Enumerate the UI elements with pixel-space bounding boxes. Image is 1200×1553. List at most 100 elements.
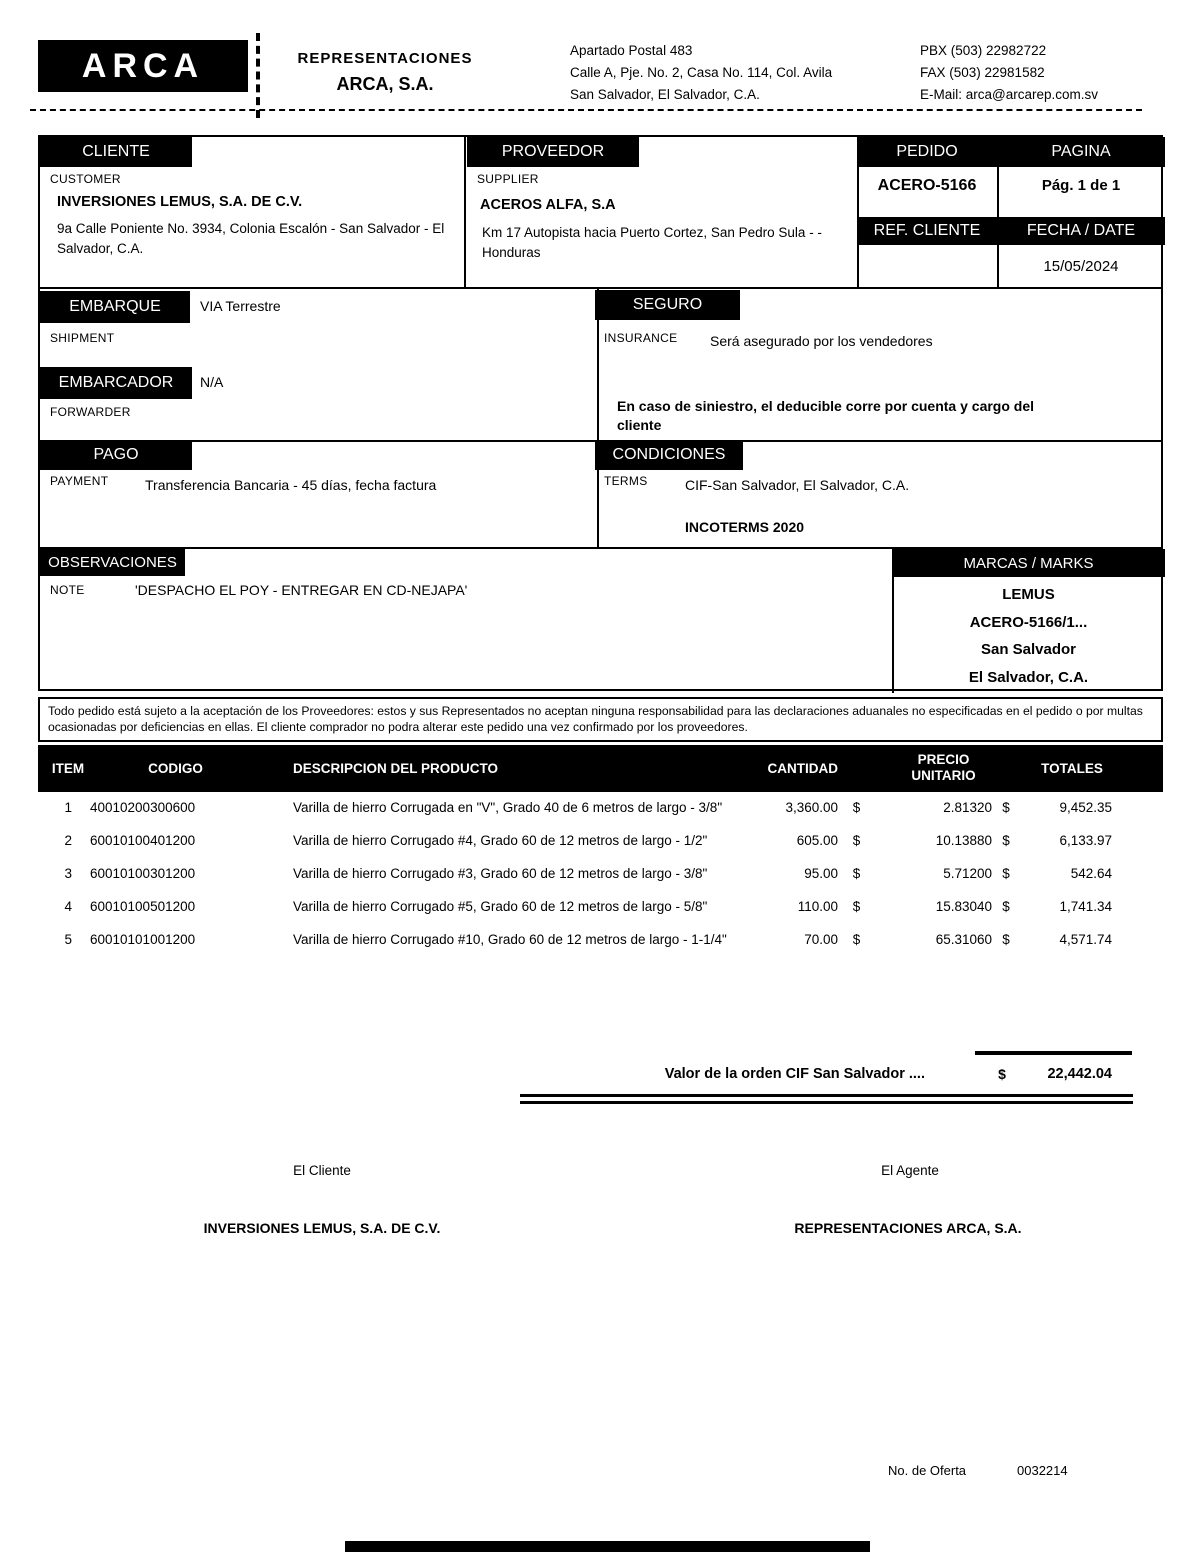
payment-label: PAYMENT bbox=[50, 474, 109, 488]
item-quantity: 110.00 bbox=[797, 899, 838, 914]
embarcador-section-title: EMBARCADOR bbox=[40, 367, 192, 399]
item-unit-price: 15.83040 bbox=[935, 899, 992, 914]
shipment-label: SHIPMENT bbox=[50, 331, 115, 345]
item-code: 60010100301200 bbox=[90, 866, 196, 881]
col-header-codigo: CODIGO bbox=[148, 761, 203, 776]
proveedor-section-title: PROVEEDOR bbox=[467, 137, 639, 167]
currency-symbol: $ bbox=[852, 932, 861, 947]
note-value: 'DESPACHO EL POY - ENTREGAR EN CD-NEJAPA… bbox=[135, 582, 468, 598]
company-email: E-Mail: arca@arcarep.com.sv bbox=[920, 87, 1098, 102]
item-code: 60010100501200 bbox=[90, 899, 196, 914]
company-name-block: REPRESENTACIONES ARCA, S.A. bbox=[286, 50, 484, 95]
item-description: Varilla de hierro Corrugado #3, Grado 60… bbox=[293, 866, 708, 881]
fecha-header: FECHA / DATE bbox=[997, 217, 1165, 245]
item-total: 6,133.97 bbox=[1059, 833, 1112, 848]
customer-label: CUSTOMER bbox=[50, 172, 121, 186]
divider bbox=[892, 547, 894, 693]
cliente-section-title: CLIENTE bbox=[40, 137, 192, 167]
table-row: 3 60010100301200 Varilla de hierro Corru… bbox=[38, 865, 1163, 883]
items-table-header: ITEM CODIGO DESCRIPCION DEL PRODUCTO CAN… bbox=[38, 745, 1163, 792]
currency-symbol: $ bbox=[1002, 833, 1010, 848]
signature-agente-label: El Agente bbox=[881, 1163, 939, 1178]
payment-value: Transferencia Bancaria - 45 días, fecha … bbox=[145, 477, 437, 493]
shipment-value: VIA Terrestre bbox=[200, 298, 281, 314]
marks-block: LEMUS ACERO-5166/1... San Salvador El Sa… bbox=[892, 581, 1165, 691]
order-info-grid: CLIENTE CUSTOMER INVERSIONES LEMUS, S.A.… bbox=[38, 135, 1165, 693]
divider bbox=[40, 287, 1161, 289]
bottom-black-bar bbox=[345, 1541, 870, 1552]
customer-address: 9a Calle Poniente No. 3934, Colonia Esca… bbox=[57, 221, 445, 256]
supplier-label: SUPPLIER bbox=[477, 172, 539, 186]
company-name-line1: REPRESENTACIONES bbox=[297, 50, 473, 67]
forwarder-label: FORWARDER bbox=[50, 405, 131, 419]
incoterms-note: INCOTERMS 2020 bbox=[685, 519, 805, 535]
currency-symbol: $ bbox=[998, 1066, 1006, 1082]
company-logo: ARCA bbox=[38, 40, 248, 92]
item-total: 1,741.34 bbox=[1059, 899, 1112, 914]
currency-symbol: $ bbox=[852, 899, 861, 914]
marks-line: ACERO-5166/1... bbox=[969, 613, 1088, 631]
marks-line: El Salvador, C.A. bbox=[968, 668, 1089, 686]
order-total-label: Valor de la orden CIF San Salvador .... bbox=[664, 1066, 925, 1082]
item-number: 2 bbox=[64, 833, 72, 848]
currency-symbol: $ bbox=[1002, 899, 1010, 914]
note-label: NOTE bbox=[50, 583, 85, 597]
divider bbox=[857, 137, 859, 287]
insurance-note: En caso de siniestro, el deducible corre… bbox=[617, 398, 1035, 433]
order-number: ACERO-5166 bbox=[877, 177, 977, 194]
item-unit-price: 2.81320 bbox=[943, 800, 992, 815]
pago-section-title: PAGO bbox=[40, 440, 192, 470]
currency-symbol: $ bbox=[852, 833, 861, 848]
currency-symbol: $ bbox=[1002, 932, 1010, 947]
condiciones-section-title: CONDICIONES bbox=[595, 440, 743, 470]
item-number: 4 bbox=[64, 899, 72, 914]
item-description: Varilla de hierro Corrugado #10, Grado 6… bbox=[293, 932, 727, 947]
company-address-block: Apartado Postal 483 Calle A, Pje. No. 2,… bbox=[570, 40, 832, 106]
items-table-body: 1 40010200300600 Varilla de hierro Corru… bbox=[38, 799, 1163, 964]
customer-name: INVERSIONES LEMUS, S.A. DE C.V. bbox=[57, 194, 303, 210]
forwarder-value: N/A bbox=[200, 374, 224, 390]
header-vertical-dashed-divider bbox=[256, 33, 260, 118]
item-code: 60010100401200 bbox=[90, 833, 196, 848]
signature-cliente-label: El Cliente bbox=[293, 1163, 351, 1178]
item-number: 1 bbox=[64, 800, 72, 815]
item-quantity: 95.00 bbox=[804, 866, 838, 881]
company-name-line2: ARCA, S.A. bbox=[336, 74, 434, 94]
col-header-cantidad: CANTIDAD bbox=[767, 761, 839, 776]
ref-cliente-header: REF. CLIENTE bbox=[857, 217, 997, 245]
table-row: 1 40010200300600 Varilla de hierro Corru… bbox=[38, 799, 1163, 817]
col-header-totales: TOTALES bbox=[1041, 761, 1103, 776]
item-code: 60010101001200 bbox=[90, 932, 196, 947]
divider bbox=[40, 547, 1161, 549]
table-row: 2 60010100401200 Varilla de hierro Corru… bbox=[38, 832, 1163, 850]
item-unit-price: 10.13880 bbox=[935, 833, 992, 848]
item-unit-price: 65.31060 bbox=[935, 932, 992, 947]
currency-symbol: $ bbox=[1002, 866, 1010, 881]
company-address-line3: San Salvador, El Salvador, C.A. bbox=[570, 87, 760, 102]
marks-line: LEMUS bbox=[1002, 586, 1055, 603]
company-pbx: PBX (503) 22982722 bbox=[920, 43, 1047, 58]
currency-symbol: $ bbox=[1002, 800, 1010, 815]
offer-number-value: 0032214 bbox=[1017, 1463, 1068, 1478]
col-header-descripcion: DESCRIPCION DEL PRODUCTO bbox=[293, 761, 499, 776]
seguro-section-title: SEGURO bbox=[595, 290, 740, 320]
disclaimer-text: Todo pedido está sujeto a la aceptación … bbox=[38, 697, 1163, 742]
pagina-header: PAGINA bbox=[997, 137, 1165, 167]
terms-label: TERMS bbox=[604, 474, 648, 488]
item-quantity: 3,360.00 bbox=[785, 800, 838, 815]
marks-line: San Salvador bbox=[980, 641, 1077, 658]
marcas-section-title: MARCAS / MARKS bbox=[892, 549, 1165, 577]
table-row: 4 60010100501200 Varilla de hierro Corru… bbox=[38, 898, 1163, 916]
divider bbox=[464, 137, 466, 287]
supplier-name: ACEROS ALFA, S.A bbox=[480, 197, 616, 213]
total-double-rule bbox=[520, 1094, 1133, 1104]
pedido-header: PEDIDO bbox=[857, 137, 997, 167]
company-contact-block: PBX (503) 22982722 FAX (503) 22981582 E-… bbox=[920, 40, 1098, 106]
total-top-rule bbox=[975, 1051, 1132, 1055]
embarque-section-title: EMBARQUE bbox=[40, 291, 190, 323]
offer-number-label: No. de Oferta bbox=[888, 1463, 967, 1478]
item-unit-price: 5.71200 bbox=[943, 866, 992, 881]
company-address-line2: Calle A, Pje. No. 2, Casa No. 114, Col. … bbox=[570, 65, 833, 80]
observaciones-section-title: OBSERVACIONES bbox=[40, 549, 185, 576]
